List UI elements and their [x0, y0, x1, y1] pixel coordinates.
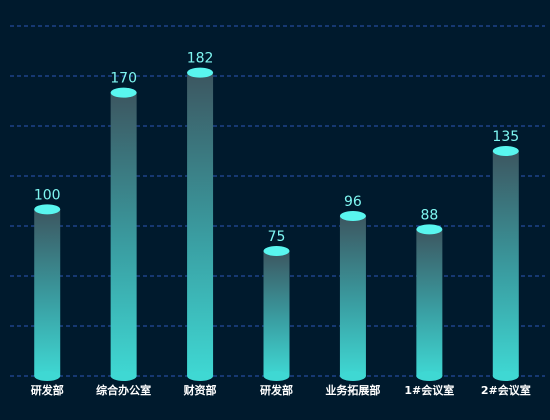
bar-cap	[263, 246, 290, 256]
data-label: 88	[420, 207, 438, 223]
bar-7: 135	[492, 129, 519, 381]
x-tick-label: 1#会议室	[404, 383, 454, 397]
bar-body	[263, 251, 290, 376]
bar-base	[187, 371, 214, 381]
bar-cap	[339, 211, 366, 221]
bar-1: 100	[34, 187, 61, 381]
data-label: 170	[110, 71, 137, 87]
x-tick-label: 财资部	[183, 383, 217, 397]
x-tick-label: 研发部	[31, 383, 64, 397]
bar-cap	[34, 204, 61, 215]
bar-2: 170	[110, 71, 137, 381]
bar-base	[263, 371, 290, 381]
x-axis-labels: 研发部 综合办公室 财资部 研发部 业务拓展部 1#会议室 2#会议室	[31, 383, 531, 397]
bar-base	[492, 371, 519, 381]
bar-base	[416, 371, 443, 381]
bar-cap	[492, 146, 519, 156]
bar-cap	[187, 67, 214, 78]
bar-body	[416, 229, 443, 376]
bars-group: 100 170 182 75 96 88 135	[34, 51, 519, 381]
x-tick-label: 综合办公室	[96, 383, 151, 397]
bar-base	[34, 371, 61, 381]
bar-6: 88	[416, 207, 443, 381]
x-tick-label: 2#会议室	[481, 383, 531, 397]
x-tick-label: 研发部	[260, 383, 293, 397]
bar-cap	[110, 87, 137, 98]
data-label: 96	[344, 194, 362, 210]
bar-body	[339, 216, 366, 376]
data-label: 182	[187, 51, 214, 67]
bar-cap	[416, 224, 443, 235]
x-tick-label: 业务拓展部	[325, 383, 380, 397]
bar-body	[187, 72, 214, 377]
data-label: 75	[268, 229, 286, 245]
bar-base	[339, 371, 366, 381]
data-label: 135	[492, 129, 519, 145]
bar-body	[492, 151, 519, 376]
bar-4: 75	[263, 229, 290, 381]
bar-5: 96	[339, 194, 366, 381]
bar-3: 182	[187, 51, 214, 381]
bar-base	[110, 371, 137, 381]
bar-body	[34, 209, 61, 376]
bar-body	[110, 92, 137, 377]
data-label: 100	[34, 187, 61, 203]
